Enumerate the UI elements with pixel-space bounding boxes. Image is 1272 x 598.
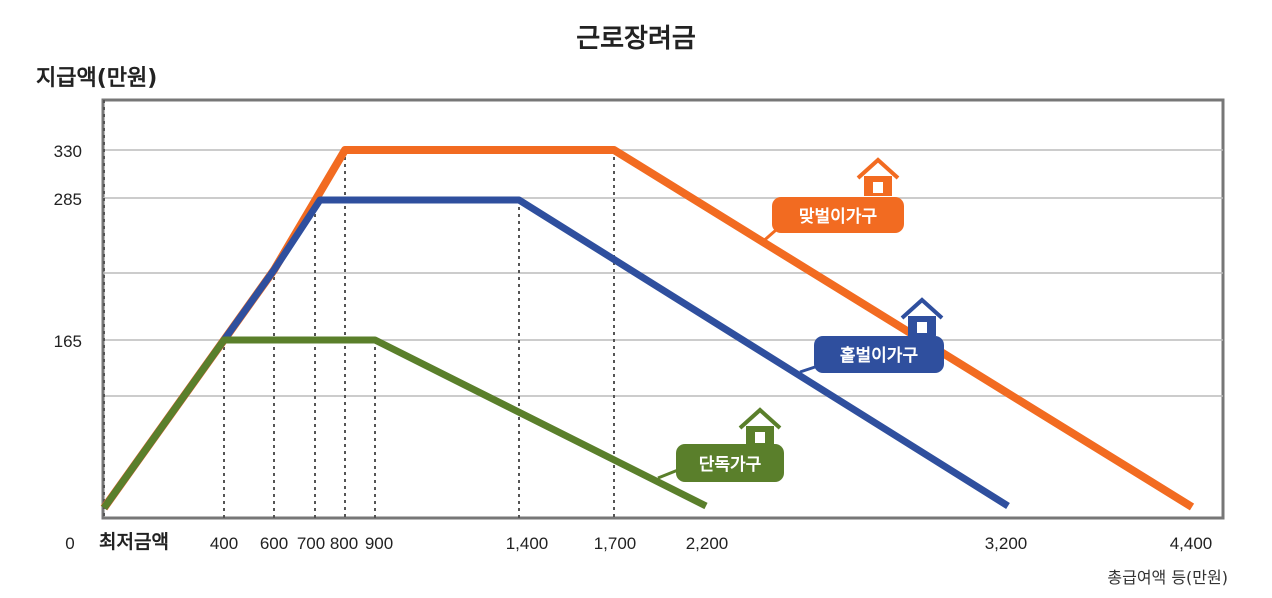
y-tick-label: 330 [54, 142, 82, 161]
x-tick-label: 0 [65, 534, 74, 553]
x-tick-label: 1,700 [594, 534, 637, 553]
x-tick-label: 600 [260, 534, 288, 553]
x-tick-label: 400 [210, 534, 238, 553]
x-tick-label: 2,200 [686, 534, 729, 553]
legend-label-single: 홑벌이가구 [840, 345, 919, 366]
x-tick-label: 1,400 [506, 534, 549, 553]
x-axis-label: 총급여액 등(만원) [1107, 568, 1228, 587]
house-icon [856, 157, 900, 196]
legend-badge-alone: 단독가구 [657, 407, 784, 482]
y-tick-label: 165 [54, 332, 82, 351]
house-icon [738, 407, 782, 446]
x-tick-label: 700 [297, 534, 325, 553]
x-tick-label: 800 [330, 534, 358, 553]
y-tick-label: 285 [54, 190, 82, 209]
plot-frame [101, 98, 1225, 520]
x-tick-label: 900 [365, 534, 393, 553]
x-tick-label: 3,200 [985, 534, 1028, 553]
legend-badge-dual: 맞벌이가구 [759, 157, 904, 246]
legend-label-alone: 단독가구 [699, 455, 762, 475]
legend-badge-single: 홑벌이가구 [799, 297, 944, 374]
house-icon [900, 297, 944, 336]
x-tick-label: 4,400 [1170, 534, 1213, 553]
vertical-guides [103, 100, 615, 518]
x-tick-label-min: 최저금액 [99, 531, 169, 553]
y-axis-label: 지급액(만원) [36, 66, 158, 91]
series-alone-line [101, 336, 708, 511]
chart-title: 근로장려금 [576, 24, 696, 54]
legend-label-dual: 맞벌이가구 [799, 207, 878, 227]
